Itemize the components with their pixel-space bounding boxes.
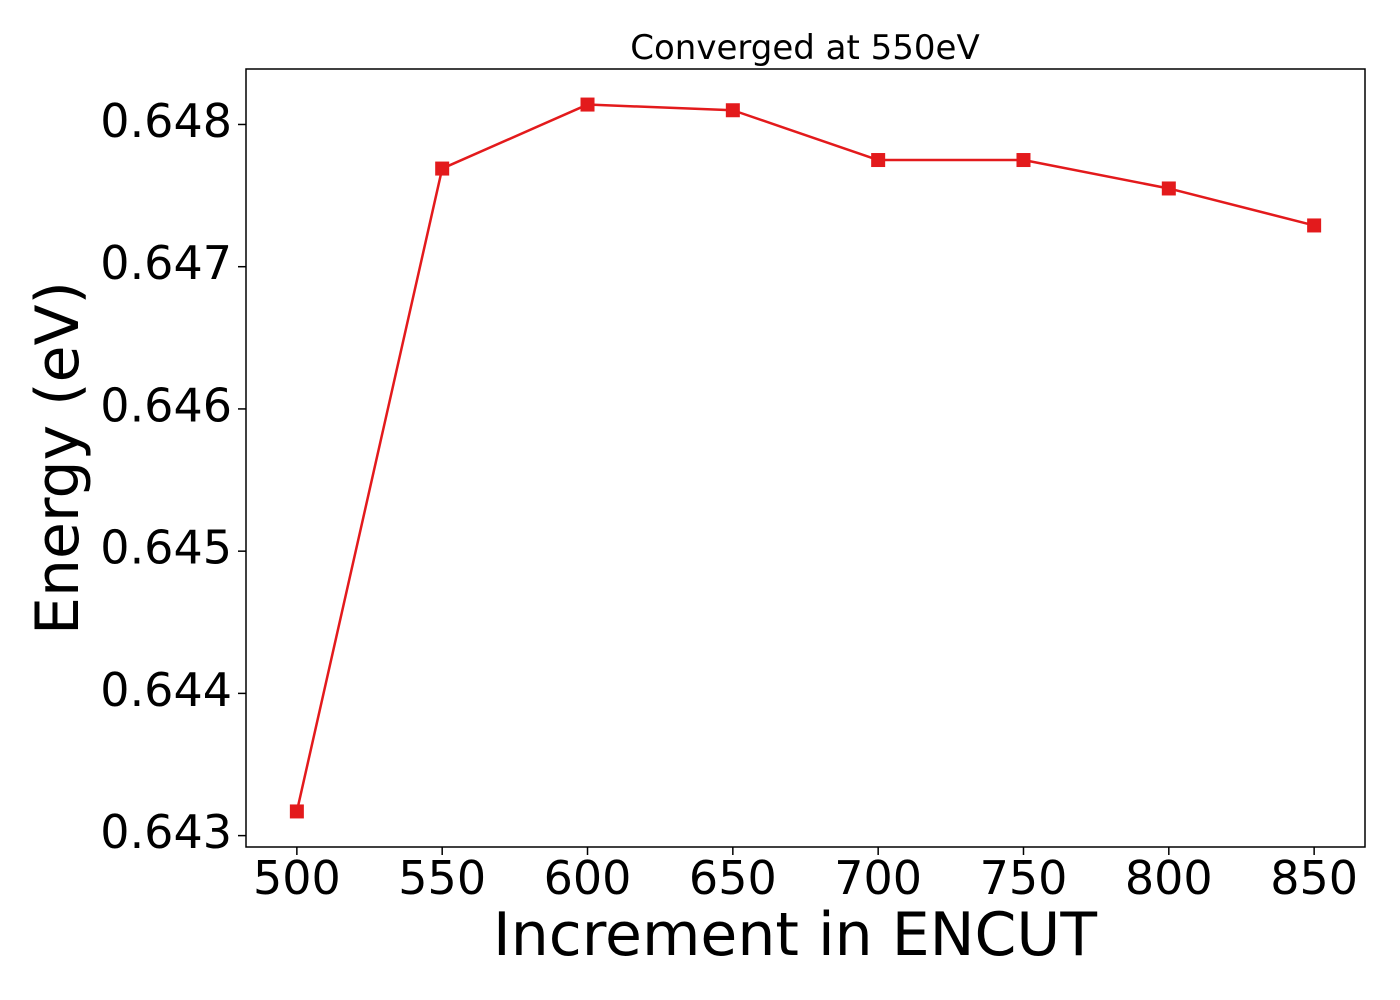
- plot-frame: [245, 68, 1366, 848]
- y-tick-label: 0.648: [100, 94, 232, 148]
- x-tick-label: 650: [689, 851, 777, 905]
- data-point-500: [289, 804, 304, 819]
- data-point-550: [435, 161, 450, 176]
- series-line-1: [295, 103, 1315, 812]
- y-axis-label: Energy (eV): [23, 281, 93, 635]
- x-tick-label: 500: [253, 851, 341, 905]
- series-layer: [289, 97, 1322, 819]
- x-tick-label: 800: [1125, 851, 1213, 905]
- x-axis-ticks: 500 550 600 650 700 750 800 850: [253, 847, 1358, 905]
- data-point-650: [725, 103, 740, 118]
- x-tick-label: 750: [980, 851, 1068, 905]
- x-tick-label: 600: [544, 851, 632, 905]
- x-axis-label: Increment in ENCUT: [493, 900, 1097, 970]
- x-tick-label: 850: [1270, 851, 1358, 905]
- y-tick-label: 0.646: [100, 378, 232, 432]
- y-tick-label: 0.647: [100, 236, 232, 290]
- data-point-600: [580, 97, 595, 112]
- x-tick-label: 550: [398, 851, 486, 905]
- data-point-750: [1016, 153, 1031, 168]
- data-point-850: [1307, 218, 1322, 233]
- y-tick-label: 0.645: [100, 521, 232, 575]
- data-point-700: [871, 153, 886, 168]
- y-tick-label: 0.643: [100, 805, 232, 859]
- chart-title: Converged at 550eV: [630, 28, 979, 68]
- y-tick-label: 0.644: [100, 663, 232, 717]
- y-axis-ticks: 0.643 0.644 0.645 0.646 0.647 0.648: [100, 94, 246, 859]
- data-point-800: [1161, 181, 1176, 196]
- x-tick-label: 700: [834, 851, 922, 905]
